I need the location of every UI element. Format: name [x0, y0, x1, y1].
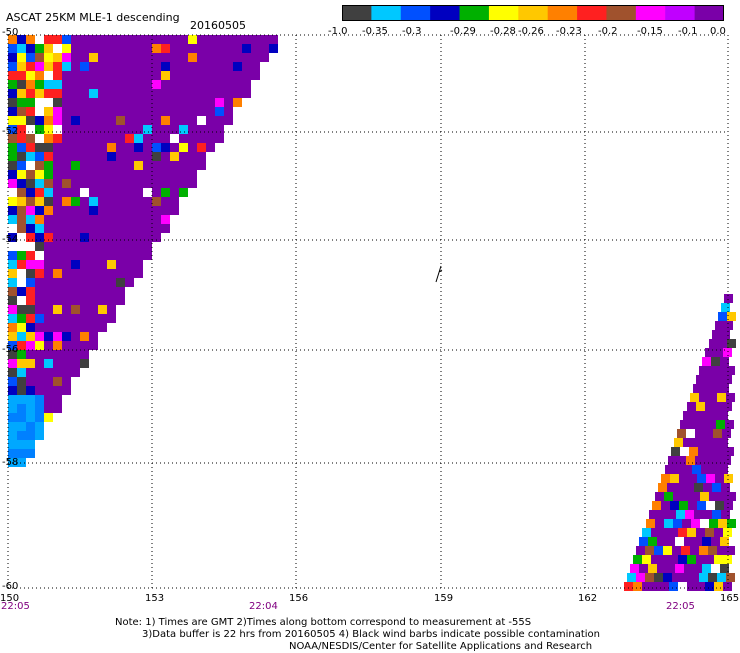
lat-label: -50: [2, 27, 19, 38]
lat-label: -54: [2, 234, 19, 245]
lon-label: 156: [289, 593, 309, 604]
legend-label: -0.15: [637, 26, 663, 37]
legend-label: -0.35: [362, 26, 388, 37]
lon-label: 165: [720, 593, 740, 604]
legend-swatch: [606, 5, 637, 21]
legend-label: -0.3: [402, 26, 422, 37]
lat-label: -60: [2, 581, 19, 592]
map-date: 20160505: [190, 19, 246, 32]
legend-swatch: [371, 5, 402, 21]
legend-swatch: [459, 5, 490, 21]
legend-label: 0.0: [710, 26, 726, 37]
lat-label: -56: [2, 344, 19, 355]
lon-label: 153: [145, 593, 165, 604]
legend-label: -0.23: [556, 26, 582, 37]
legend-swatch: [635, 5, 666, 21]
legend-swatch: [488, 5, 519, 21]
legend-label: -0.1: [678, 26, 698, 37]
legend-label: -0.2: [598, 26, 618, 37]
lat-label: -52: [2, 126, 19, 137]
legend-swatch: [342, 5, 372, 21]
time-label: 22:05: [666, 601, 695, 612]
wind-barb: [435, 265, 443, 283]
footnotes: Note: 1) Times are GMT 2)Times along bot…: [115, 617, 600, 653]
legend-swatch: [430, 5, 461, 21]
map-title: ASCAT 25KM MLE-1 descending: [6, 11, 180, 24]
wind-map: [7, 34, 736, 591]
time-label: 22:04: [249, 601, 278, 612]
color-legend-bar: [342, 5, 724, 21]
time-label: 22:05: [1, 601, 30, 612]
note-line-1: Note: 1) Times are GMT 2)Times along bot…: [115, 617, 532, 628]
legend-swatch: [547, 5, 578, 21]
legend-label: -1.0: [328, 26, 348, 37]
lat-lon-grid: [7, 34, 729, 589]
legend-swatch: [694, 5, 724, 21]
legend-swatch: [665, 5, 696, 21]
legend-swatch: [518, 5, 549, 21]
note-line-2: 3)Data buffer is 22 hrs from 20160505 4)…: [142, 629, 600, 640]
legend-label: -0.29: [450, 26, 476, 37]
note-line-3: NOAA/NESDIS/Center for Satellite Applica…: [289, 641, 593, 652]
legend-swatch: [577, 5, 607, 21]
lon-label: 159: [434, 593, 454, 604]
color-legend-labels: -1.0 -0.35 -0.3 -0.29 -0.28 -0.26 -0.23 …: [322, 26, 740, 38]
lat-label: -58: [2, 457, 19, 468]
lon-label: 162: [578, 593, 598, 604]
legend-label: -0.28: [490, 26, 516, 37]
legend-swatch: [400, 5, 431, 21]
legend-label: -0.26: [518, 26, 544, 37]
lon-label: 150: [0, 593, 20, 604]
scatterometer-swaths: [8, 35, 736, 591]
